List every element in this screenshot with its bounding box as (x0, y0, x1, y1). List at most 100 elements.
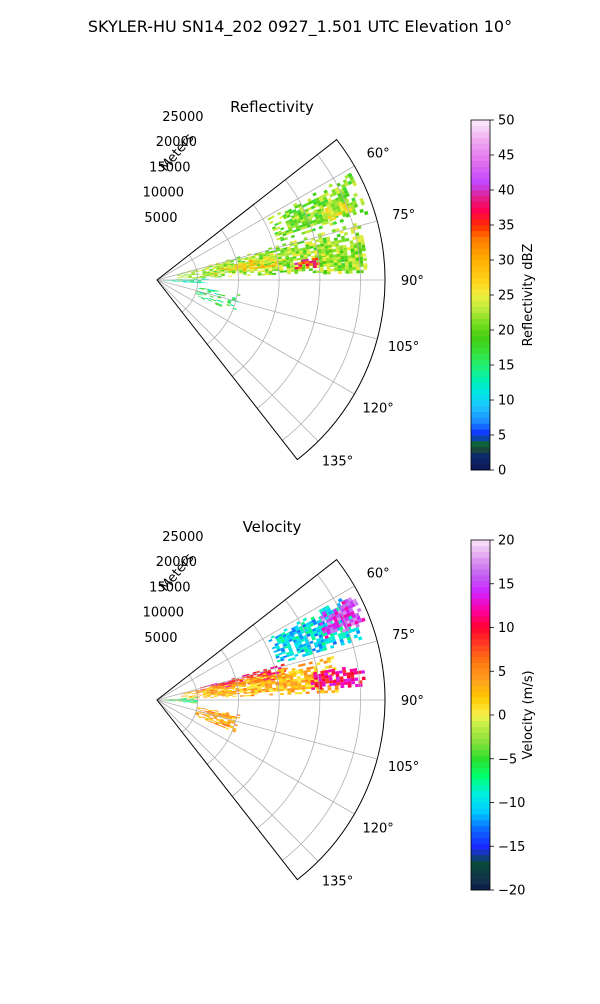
data-cell (265, 270, 269, 272)
data-cell (338, 268, 342, 271)
colorbar-segment (471, 231, 490, 237)
data-cell (287, 684, 291, 687)
data-cell (356, 267, 360, 270)
data-cell (363, 263, 367, 267)
colorbar-segment (471, 604, 490, 610)
data-cell (294, 685, 298, 688)
data-cell (323, 272, 327, 275)
data-cell (190, 699, 194, 700)
colorbar-segment (471, 610, 490, 616)
colorbar-segment (471, 213, 490, 219)
data-cell (328, 688, 332, 691)
data-cell (361, 241, 365, 245)
colorbar-segment (471, 388, 490, 394)
data-cell (329, 678, 333, 681)
colorbar-segment (471, 254, 490, 260)
colorbar-segment (471, 785, 490, 791)
radial-tick-label: 25000 (162, 110, 203, 125)
data-cell (194, 701, 198, 702)
colorbar-segment (471, 843, 490, 849)
radial-tick-label: 10000 (143, 606, 184, 621)
data-cell (351, 255, 355, 259)
data-cell (329, 680, 333, 683)
colorbar-segment (471, 727, 490, 733)
colorbar-segment (471, 149, 490, 155)
colorbar-segment (471, 324, 490, 330)
colorbar-tick-label: 10 (498, 394, 515, 409)
data-cell (305, 687, 309, 690)
colorbar-segment (471, 301, 490, 307)
data-cell (321, 679, 325, 682)
colorbar-segment (471, 581, 490, 587)
data-cell (295, 267, 299, 270)
data-cell (194, 700, 198, 701)
data-cell (311, 682, 315, 685)
data-cell (335, 687, 339, 690)
data-cell (233, 696, 237, 697)
data-cell (298, 683, 302, 686)
data-cell (314, 682, 318, 685)
colorbar-segment (471, 167, 490, 173)
data-cell (198, 281, 202, 282)
data-cell (287, 690, 291, 692)
colorbar-segment (471, 838, 490, 844)
data-cell (352, 261, 356, 264)
data-cell (344, 256, 348, 259)
colorbar-segment (471, 803, 490, 809)
data-cell (345, 265, 349, 268)
data-cell (337, 257, 341, 260)
data-cell (341, 259, 345, 262)
data-cell (329, 257, 333, 260)
colorbar-segment (471, 598, 490, 604)
data-cell (291, 690, 295, 692)
azimuth-tick-label: 60° (367, 146, 390, 161)
data-cell (287, 272, 291, 274)
data-cell (325, 681, 329, 684)
colorbar-segment (471, 762, 490, 768)
data-cell (350, 672, 354, 676)
data-cell (339, 670, 343, 674)
data-cell (362, 248, 366, 252)
data-cell (356, 261, 360, 265)
data-cell (280, 689, 284, 691)
colorbar-tick-label: 15 (498, 359, 515, 374)
data-cell (284, 689, 288, 691)
azimuth-tick-label: 120° (362, 822, 393, 837)
data-cell (309, 268, 313, 271)
colorbar-tick-label: 35 (498, 219, 515, 234)
data-cell (333, 257, 337, 260)
data-cell (351, 681, 355, 684)
data-cell (247, 692, 251, 694)
colorbar-tick-label: 0 (498, 709, 506, 724)
colorbar-segment (471, 680, 490, 686)
colorbar-segment (471, 196, 490, 202)
data-cell (288, 693, 292, 695)
colorbar-segment (471, 237, 490, 243)
data-cell (354, 671, 358, 675)
colorbar-segment (471, 383, 490, 389)
data-cell (272, 273, 276, 275)
colorbar-segment (471, 260, 490, 266)
data-cell (315, 685, 319, 688)
colorbar-segment (471, 668, 490, 674)
data-cell (306, 266, 310, 269)
data-cell (279, 265, 283, 267)
data-cell (338, 271, 342, 274)
colorbar-segment (471, 348, 490, 354)
data-cell (362, 677, 366, 681)
data-cell (340, 676, 344, 679)
colorbar-segment (471, 744, 490, 750)
data-cell (240, 695, 244, 697)
data-cell (331, 269, 335, 272)
colorbar-segment (471, 330, 490, 336)
data-cell (363, 266, 367, 270)
colorbar-tick-label: 40 (498, 184, 515, 199)
colorbar-segment (471, 161, 490, 167)
colorbar-segment (471, 663, 490, 669)
colorbar-segment (471, 820, 490, 826)
data-cell (333, 683, 337, 686)
data-cell (325, 675, 329, 678)
data-cell (261, 270, 265, 272)
data-cell (328, 675, 332, 678)
